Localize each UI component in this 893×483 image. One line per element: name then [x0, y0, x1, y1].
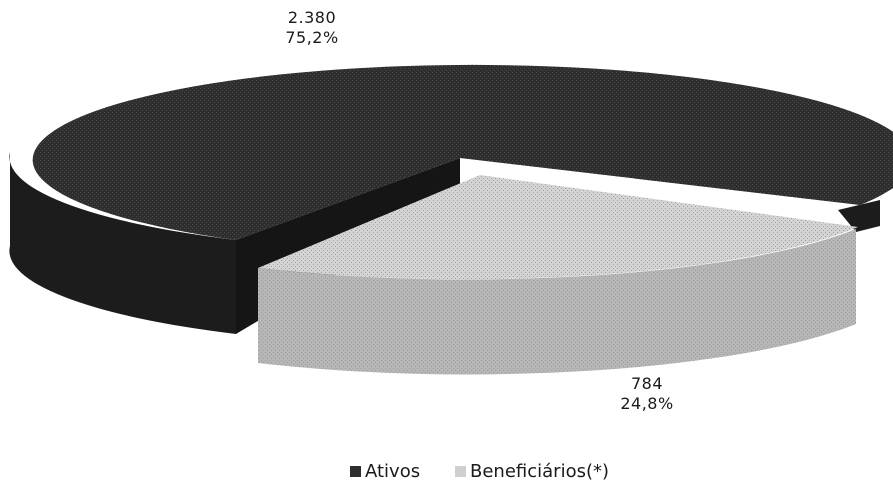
- slice-ativos-side-left: [9, 152, 236, 334]
- legend-label-beneficiarios: Beneficiários(*): [470, 461, 610, 482]
- data-label-beneficiarios-percent: 24,8%: [620, 394, 674, 413]
- slice-ativos-texture: [32, 64, 893, 240]
- data-label-ativos: 2.380 75,2%: [262, 8, 362, 48]
- data-label-beneficiarios-value: 784: [630, 374, 664, 393]
- legend-item-ativos: Ativos: [350, 461, 420, 482]
- legend-swatch-beneficiarios: [455, 466, 466, 477]
- legend: Ativos Beneficiários(*): [0, 461, 893, 483]
- data-label-beneficiarios: 784 24,8%: [597, 374, 697, 414]
- slice-beneficiarios-texture: [258, 175, 858, 280]
- data-label-ativos-percent: 75,2%: [285, 28, 339, 47]
- slice-beneficiarios: [258, 175, 858, 375]
- slice-ativos-side-right: [838, 200, 880, 232]
- data-label-ativos-value: 2.380: [287, 8, 337, 27]
- legend-label-ativos: Ativos: [365, 461, 421, 482]
- legend-swatch-ativos: [350, 466, 361, 477]
- slice-beneficiarios-side-texture: [258, 229, 856, 375]
- legend-item-beneficiarios: Beneficiários(*): [455, 461, 609, 482]
